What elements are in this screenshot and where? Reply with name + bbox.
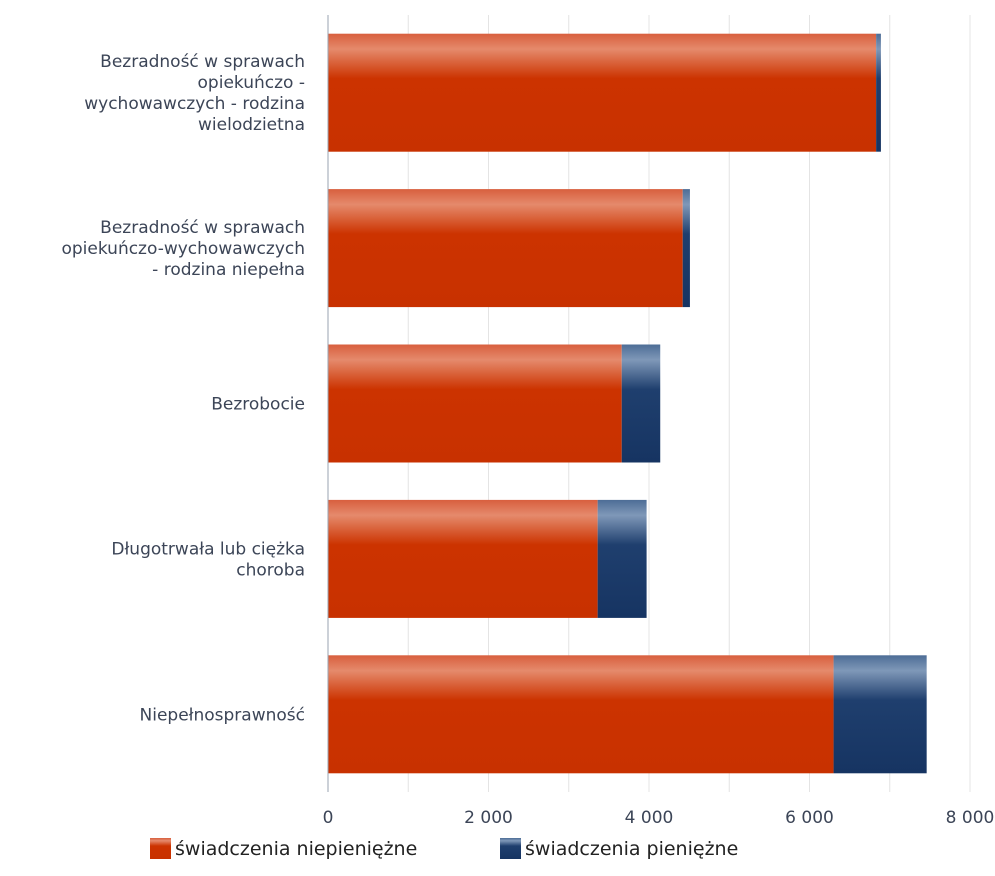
category-label: Bezrobocie [211,395,305,415]
bar-segment[interactable] [328,499,598,618]
x-tick-label: 6 000 [785,808,834,828]
bar-segment[interactable] [328,655,834,774]
x-tick-label: 8 000 [946,808,995,828]
category-label: Bezradność w sprawach opiekuńczo-wychowaw… [61,218,305,280]
bar-segment[interactable] [328,33,877,152]
legend: świadczenia niepieniężne świadczenia pien… [150,838,738,860]
axes: 0 2 000 4 000 6 000 8 000 [323,15,995,828]
legend-label[interactable]: świadczenia niepieniężne [175,838,417,860]
category-labels: Bezradność w sprawach opiekuńczo -wychowa… [61,52,305,725]
category-label: Niepełnosprawność [140,705,306,725]
bar-segment[interactable] [621,344,661,463]
x-tick-label: 2 000 [464,808,513,828]
bar-segment[interactable] [876,33,881,152]
x-tick-label: 0 [323,808,334,828]
legend-label[interactable]: świadczenia pieniężne [525,838,738,860]
bar-segment[interactable] [682,189,690,308]
legend-swatch[interactable] [500,838,521,859]
legend-swatch[interactable] [150,838,171,859]
bar-segment[interactable] [328,189,683,308]
x-tick-label: 4 000 [625,808,674,828]
bars [328,33,927,774]
bar-segment[interactable] [597,499,647,618]
bar-segment[interactable] [328,344,622,463]
category-label: Długotrwała lub ciężka choroba [111,539,305,580]
category-label: Bezradność w sprawach opiekuńczo -wychowa… [84,52,305,135]
bar-segment[interactable] [833,655,927,774]
